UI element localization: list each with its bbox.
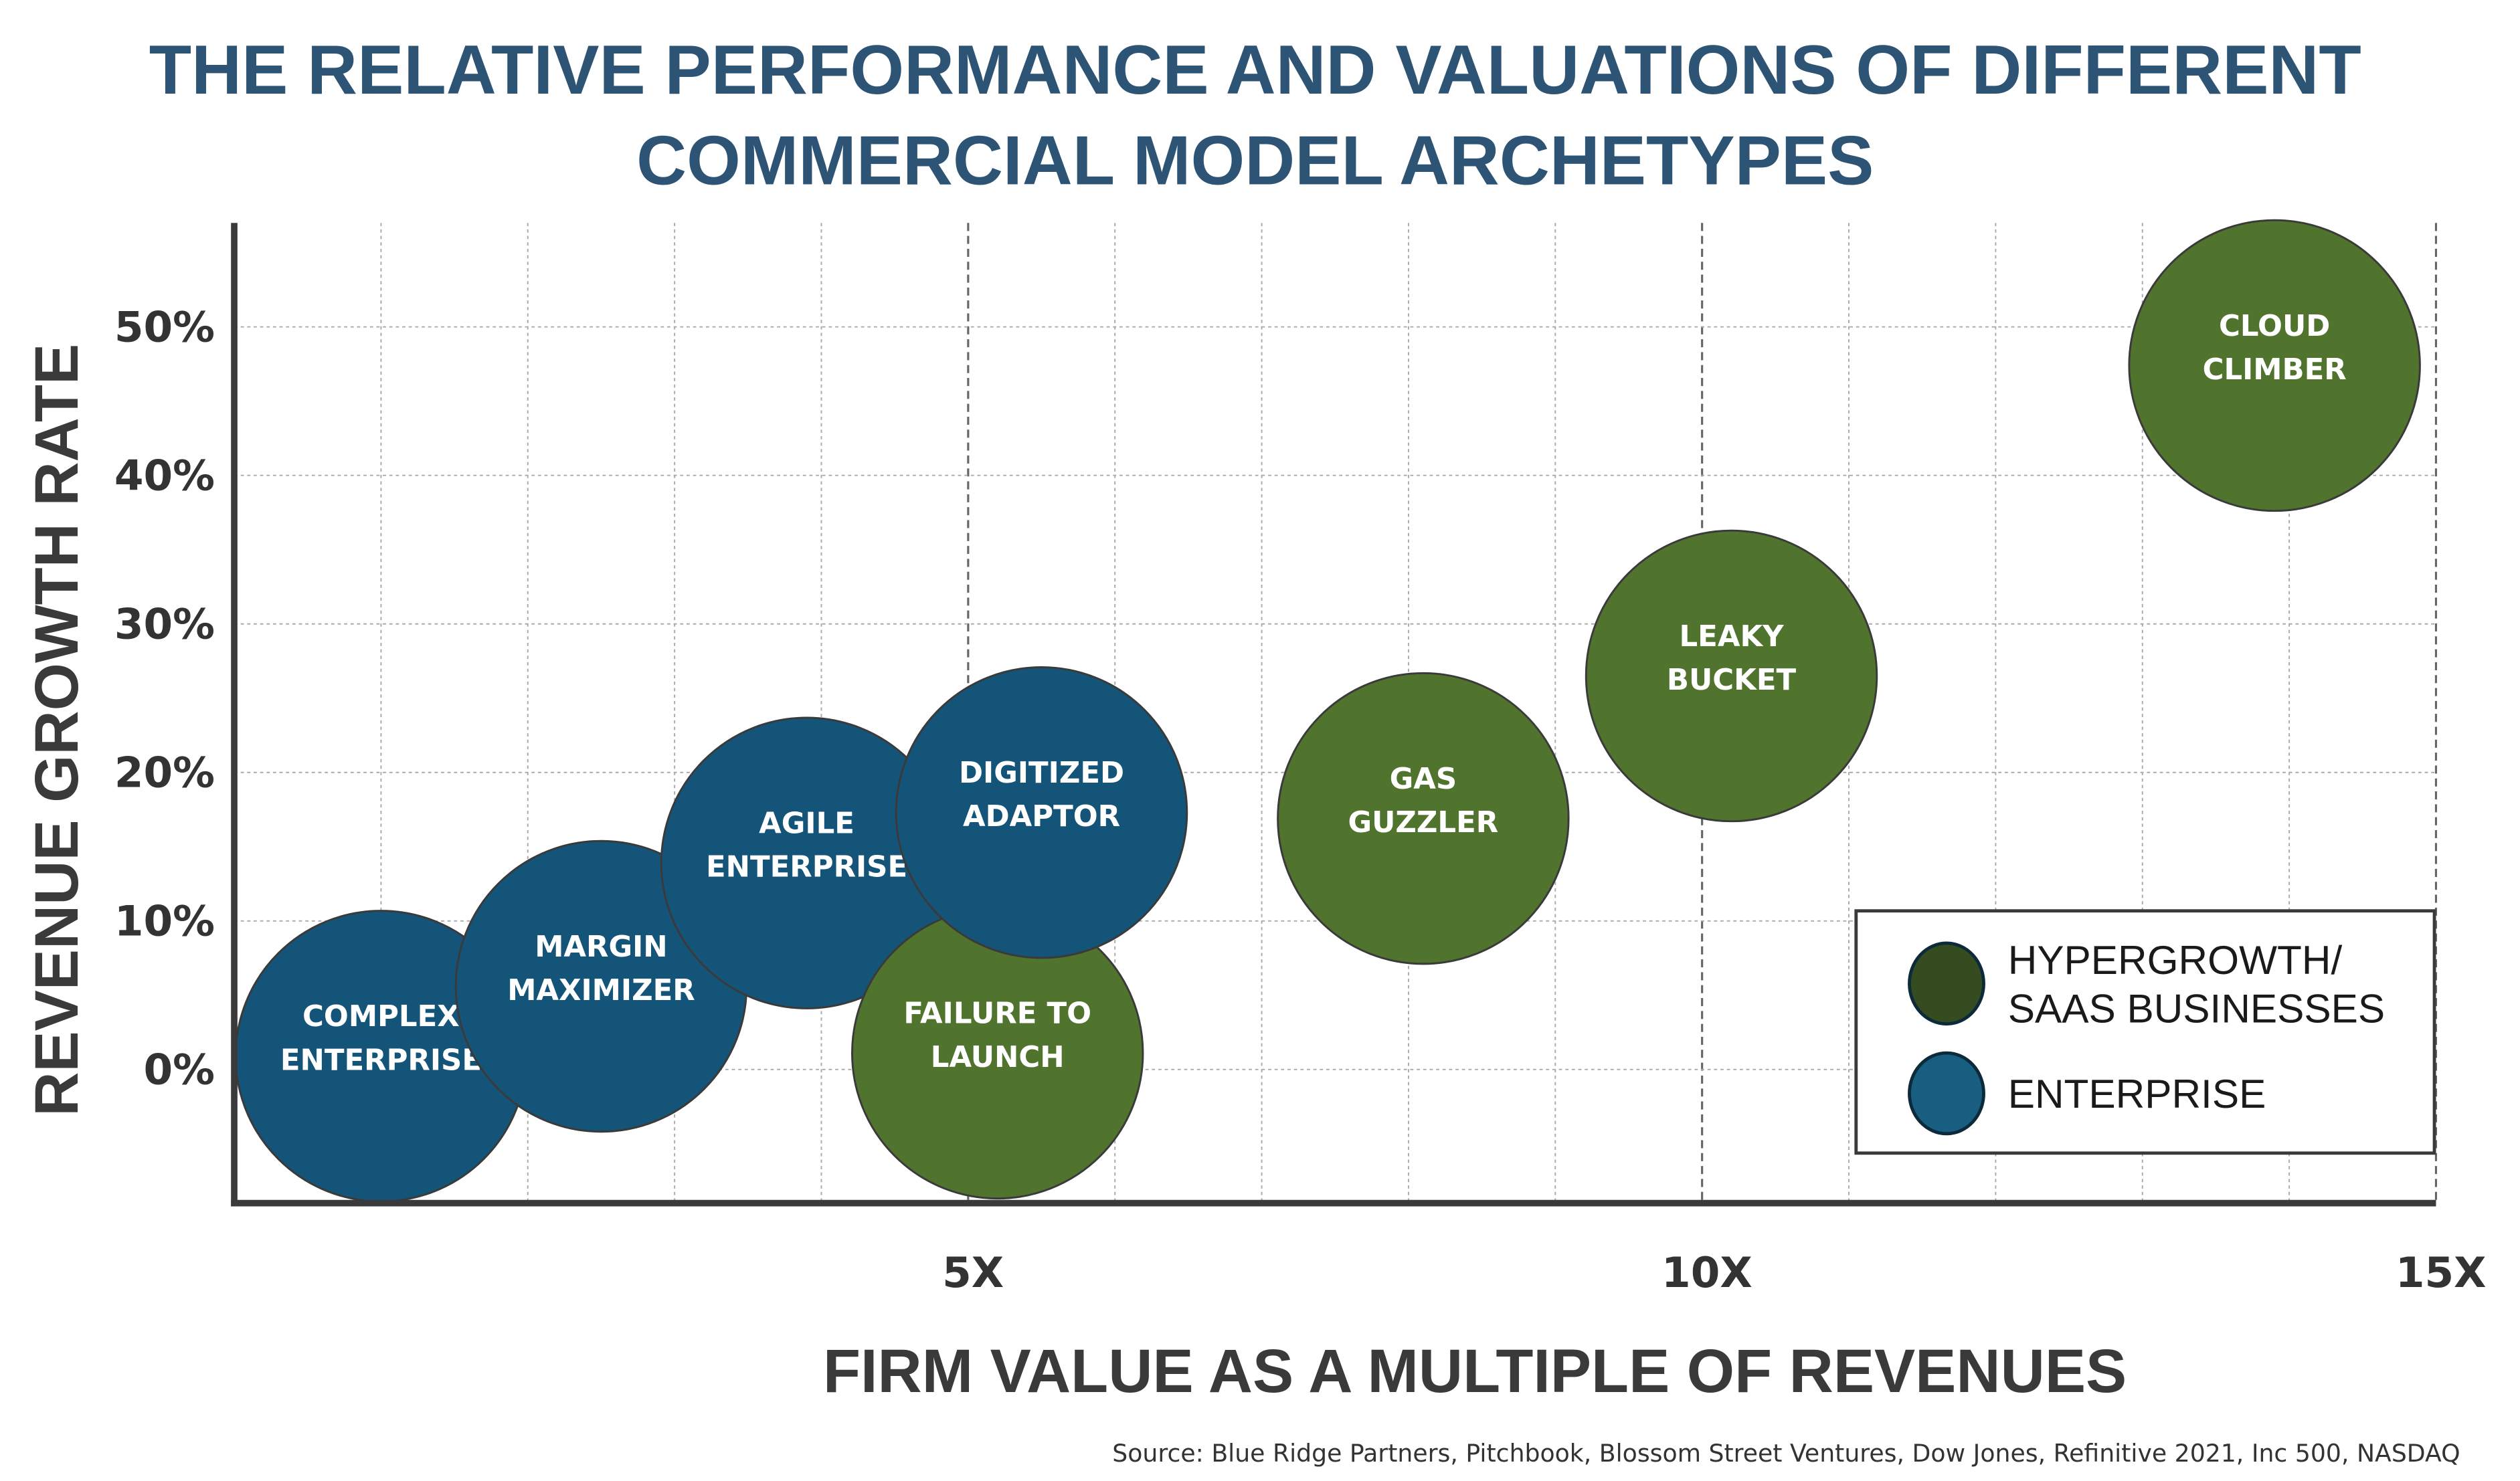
bubble-label: CLIMBER <box>2203 353 2347 387</box>
x-tick-label: 15X <box>2396 1248 2487 1297</box>
y-tick-label: 20% <box>114 748 215 797</box>
chart-title-line-2: COMMERCIAL MODEL ARCHETYPES <box>636 121 1874 199</box>
x-axis-label: FIRM VALUE AS A MULTIPLE OF REVENUES <box>823 1337 2127 1405</box>
bubble-circle <box>2128 219 2421 512</box>
x-tick-label: 10X <box>1661 1248 1752 1297</box>
legend-label: HYPERGROWTH/ <box>2008 937 2343 983</box>
y-tick-label: 0% <box>144 1046 215 1094</box>
bubble: CLOUD CLIMBER <box>2128 219 2421 512</box>
legend-swatch <box>1908 1051 1985 1136</box>
bubble: FAILURE TO LAUNCH <box>851 906 1144 1200</box>
bubble-label: AGILE <box>759 807 854 841</box>
y-tick-label: 50% <box>114 302 215 351</box>
bubble-label: MAXIMIZER <box>507 974 695 1007</box>
y-axis-label: REVENUE GROWTH RATE <box>23 344 91 1116</box>
axes <box>231 223 2436 1207</box>
bubble-circle <box>895 666 1188 959</box>
legend-label: ENTERPRISE <box>2008 1071 2266 1116</box>
y-tick-label: 40% <box>114 451 215 500</box>
legend-swatch <box>1908 941 1985 1026</box>
bubble-label: ENTERPRISE <box>280 1044 482 1077</box>
bubble-label: LAUNCH <box>931 1041 1065 1074</box>
source-note: Source: Blue Ridge Partners, Pitchbook, … <box>1112 1439 2460 1468</box>
bubble-label: GAS <box>1390 763 1457 796</box>
bubble-label: FAILURE TO <box>903 997 1091 1031</box>
bubble-circle <box>1277 672 1570 965</box>
bubble-label: GUZZLER <box>1348 806 1499 840</box>
y-tick-label: 30% <box>114 599 215 648</box>
bubble-label: COMPLEX <box>302 1000 460 1033</box>
bubble-label: DIGITIZED <box>959 757 1124 790</box>
bubble-label: ADAPTOR <box>963 800 1120 833</box>
bubbles: COMPLEX ENTERPRISE MARGIN MAXIMIZER AGILE ENT… <box>234 219 2421 1203</box>
bubble-label: CLOUD <box>2219 310 2330 343</box>
bubble-circle <box>1585 529 1878 823</box>
bubble: GAS GUZZLER <box>1277 672 1570 965</box>
bubble: AGILE ENTERPRISE <box>660 716 954 1009</box>
x-tick-label: 5X <box>942 1248 1004 1297</box>
bubble-label: ENTERPRISE <box>706 851 907 884</box>
legend-label: SAAS BUSINESSES <box>2008 985 2385 1031</box>
bubble-label: MARGIN <box>535 930 667 964</box>
tick-labels: 0% 10% 20% 30% 40% 50% 5X 10X 15X <box>114 302 2487 1297</box>
chart-title-line-1: THE RELATIVE PERFORMANCE AND VALUATIONS … <box>149 31 2361 108</box>
legend: HYPERGROWTH/SAAS BUSINESSES ENTERPRISE <box>1854 909 2436 1155</box>
bubble-label: LEAKY <box>1679 620 1784 654</box>
y-tick-label: 10% <box>114 897 215 946</box>
bubble-label: BUCKET <box>1667 664 1797 697</box>
bubble: LEAKY BUCKET <box>1585 529 1878 823</box>
bubble: DIGITIZED ADAPTOR <box>895 666 1188 959</box>
